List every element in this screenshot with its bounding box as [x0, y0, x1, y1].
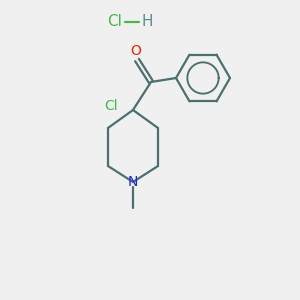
Text: Cl: Cl — [104, 99, 118, 113]
Text: Cl: Cl — [108, 14, 122, 29]
Text: H: H — [141, 14, 153, 29]
Text: O: O — [130, 44, 141, 58]
Text: N: N — [128, 175, 138, 189]
